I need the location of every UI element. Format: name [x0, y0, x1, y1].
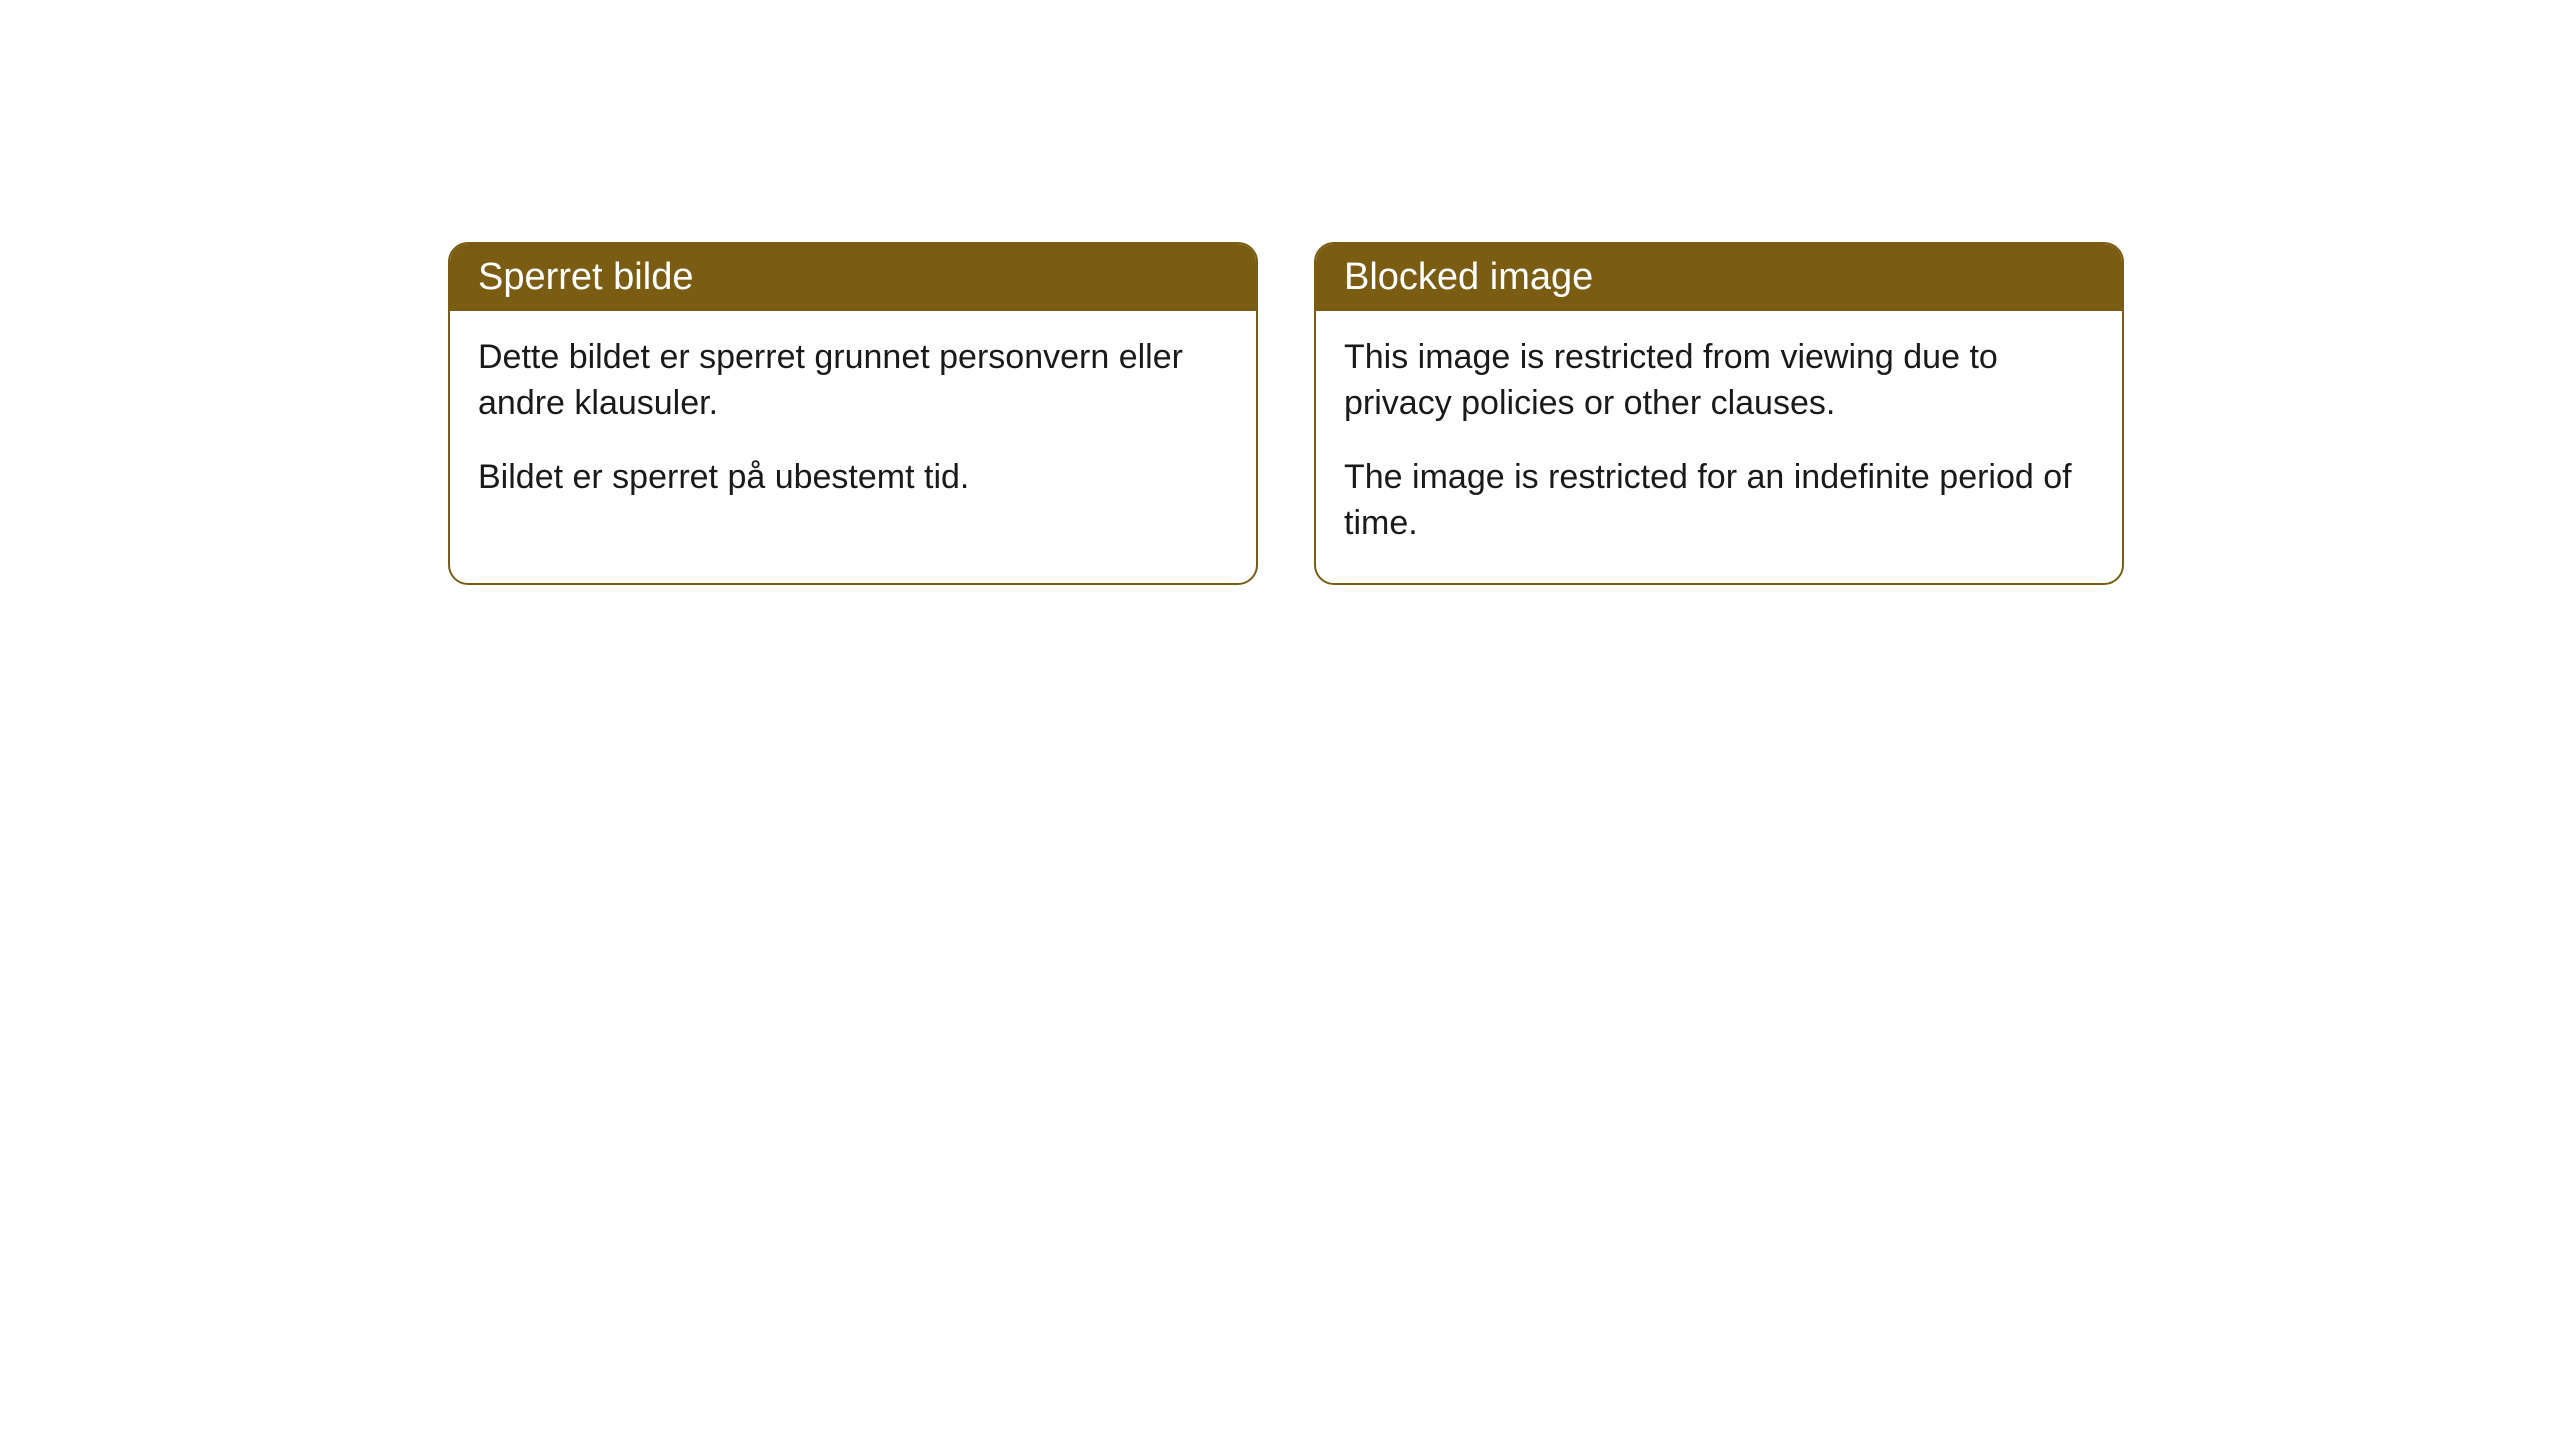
notice-card-norwegian: Sperret bilde Dette bildet er sperret gr…: [448, 242, 1258, 585]
card-body: Dette bildet er sperret grunnet personve…: [450, 311, 1256, 537]
card-header: Blocked image: [1316, 244, 2122, 311]
notice-text-1: This image is restricted from viewing du…: [1344, 335, 2094, 427]
notice-text-2: Bildet er sperret på ubestemt tid.: [478, 455, 1228, 501]
card-body: This image is restricted from viewing du…: [1316, 311, 2122, 583]
card-header: Sperret bilde: [450, 244, 1256, 311]
notice-text-1: Dette bildet er sperret grunnet personve…: [478, 335, 1228, 427]
notice-container: Sperret bilde Dette bildet er sperret gr…: [0, 0, 2560, 585]
notice-card-english: Blocked image This image is restricted f…: [1314, 242, 2124, 585]
notice-text-2: The image is restricted for an indefinit…: [1344, 455, 2094, 547]
